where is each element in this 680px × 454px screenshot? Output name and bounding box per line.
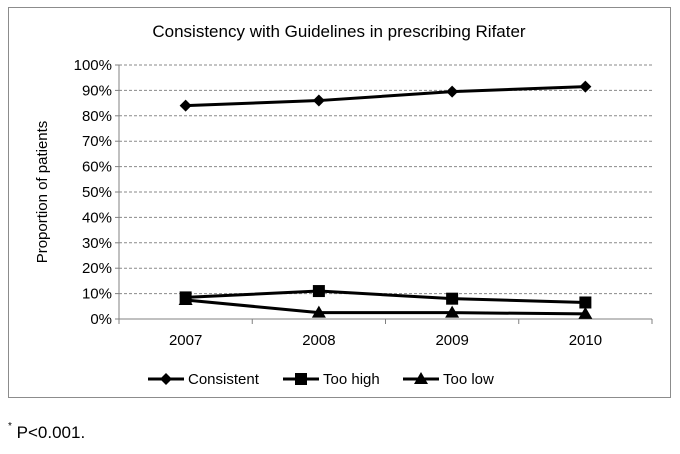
y-tick-label: 70%: [82, 133, 112, 150]
data-point-too-high: [579, 296, 592, 309]
data-point-too-high: [446, 292, 459, 305]
y-tick-label: 90%: [82, 82, 112, 99]
y-tick-label: 60%: [82, 159, 112, 176]
x-tick-label: 2009: [435, 332, 468, 349]
legend-label-consistent: Consistent: [188, 371, 260, 388]
legend-label-too-low: Too low: [443, 371, 494, 388]
y-tick-label: 30%: [82, 235, 112, 252]
y-tick-label: 40%: [82, 209, 112, 226]
data-point-too-low: [445, 305, 460, 318]
chart-svg: Consistency with Guidelines in prescribi…: [34, 22, 653, 388]
y-tick-label: 0%: [90, 311, 112, 328]
series-line-too-high: [185, 289, 586, 304]
chart-title: Consistency with Guidelines in prescribi…: [152, 22, 526, 41]
x-tick-label: 2007: [169, 332, 202, 349]
y-tick-label: 80%: [82, 108, 112, 125]
data-point-consistent: [579, 80, 592, 93]
legend-marker-too-high: [295, 373, 307, 385]
data-point-too-low: [578, 306, 593, 319]
y-tick-label: 20%: [82, 260, 112, 277]
data-point-consistent: [179, 99, 192, 112]
legend-marker-too-low: [414, 372, 428, 384]
data-point-too-high: [312, 285, 325, 298]
footnote-marker: *: [8, 421, 12, 432]
data-point-consistent: [312, 94, 325, 107]
data-point-consistent: [446, 85, 459, 98]
x-tick-label: 2008: [302, 332, 335, 349]
series-line-too-low: [185, 298, 586, 316]
legend: Consistent Too high Too low: [148, 371, 494, 388]
data-point-too-low: [311, 305, 326, 318]
y-tick-label: 10%: [82, 286, 112, 303]
series-line-consistent: [185, 85, 586, 108]
footnote-text: P<0.001.: [16, 423, 86, 442]
legend-label-too-high: Too high: [323, 371, 380, 388]
x-tick-label: 2010: [569, 332, 602, 349]
y-tick-label: 100%: [74, 57, 112, 74]
y-tick-label: 50%: [82, 184, 112, 201]
footnote: * P<0.001.: [8, 421, 86, 443]
legend-marker-consistent: [160, 373, 172, 385]
axes: 0% 10% 20% 30% 40% 50% 60% 70% 80% 90% 100% 2007 200…: [74, 57, 653, 349]
data-point-too-low: [178, 292, 193, 305]
y-axis-label: Proportion of patients: [34, 121, 51, 264]
grid-lines: [119, 64, 652, 295]
series-layer: [178, 80, 593, 319]
